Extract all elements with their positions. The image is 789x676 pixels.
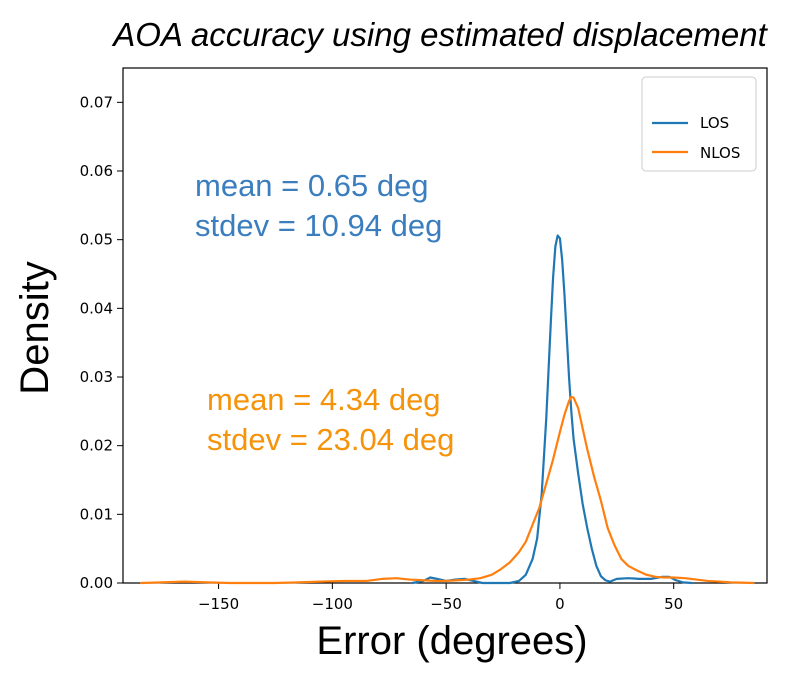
los-mean-annotation: mean = 0.65 deg (195, 168, 429, 203)
nlos-stdev-annotation: stdev = 23.04 deg (207, 422, 454, 457)
legend-label-los: LOS (700, 114, 729, 132)
y-tick-label: 0.02 (80, 437, 113, 455)
annotations: mean = 0.65 deg stdev = 10.94 deg mean =… (195, 168, 454, 457)
x-tick-label: −150 (198, 595, 239, 613)
y-tick-label: 0.03 (80, 368, 113, 386)
y-tick-label: 0.00 (80, 574, 113, 592)
series-line-los (410, 234, 693, 585)
y-tick-label: 0.04 (80, 299, 113, 317)
x-tick-label: 50 (664, 595, 683, 613)
legend-box (641, 76, 757, 172)
los-stdev-annotation: stdev = 10.94 deg (195, 208, 442, 243)
series-lines (140, 234, 755, 585)
plot-frame (122, 67, 768, 584)
y-tick-label: 0.01 (80, 505, 113, 523)
y-axis-label: Density (13, 261, 57, 394)
y-tick-label: 0.06 (80, 162, 113, 180)
y-tick-label: 0.07 (80, 93, 113, 111)
x-axis: −150 −100 −50 0 50 (198, 583, 683, 613)
series-line-nlos (140, 395, 755, 585)
x-tick-label: 0 (555, 595, 565, 613)
legend-label-nlos: NLOS (700, 144, 740, 162)
x-tick-label: −100 (312, 595, 353, 613)
chart-title: AOA accuracy using estimated displacemen… (111, 16, 768, 53)
legend: LOS NLOS (641, 76, 757, 172)
x-axis-label: Error (degrees) (316, 619, 587, 663)
x-tick-label: −50 (430, 595, 462, 613)
y-tick-label: 0.05 (80, 231, 113, 249)
nlos-mean-annotation: mean = 4.34 deg (207, 382, 441, 417)
y-axis: 0.00 0.01 0.02 0.03 0.04 0.05 0.06 0.07 (80, 93, 123, 592)
